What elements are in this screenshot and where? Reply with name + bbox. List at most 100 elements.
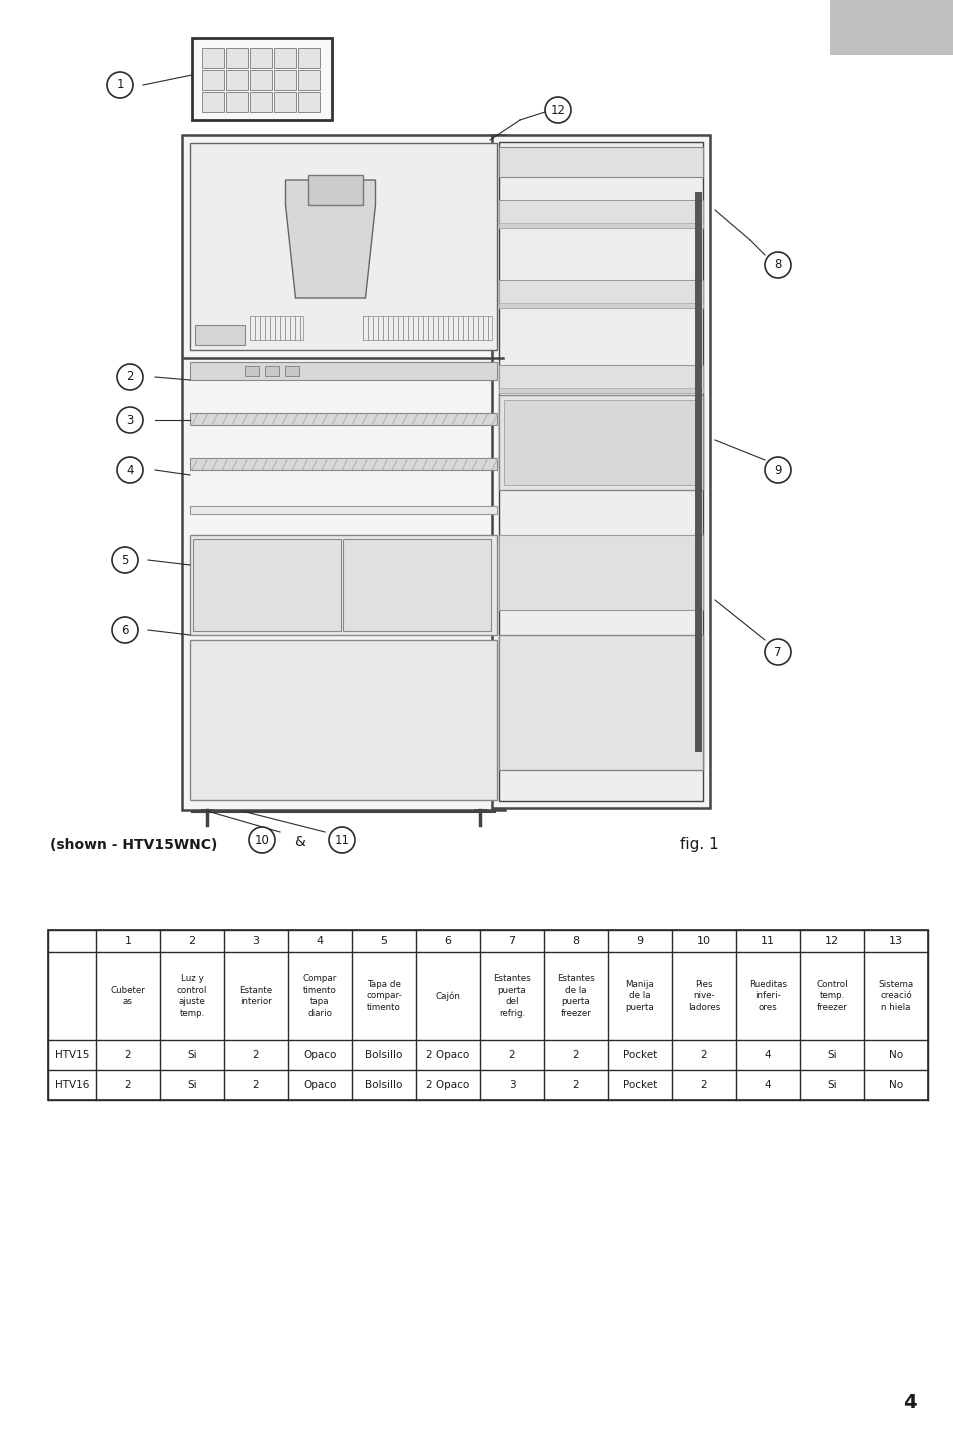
Text: HTV15: HTV15 xyxy=(54,1050,89,1060)
Bar xyxy=(498,200,702,227)
Text: 9: 9 xyxy=(636,937,643,947)
Bar xyxy=(48,930,927,1100)
Bar xyxy=(202,70,224,90)
Circle shape xyxy=(764,639,790,665)
Text: Bolsillo: Bolsillo xyxy=(365,1080,402,1090)
Text: 2 Opaco: 2 Opaco xyxy=(426,1050,469,1060)
Text: Si: Si xyxy=(187,1080,196,1090)
Text: 3: 3 xyxy=(508,1080,515,1090)
Text: Opaco: Opaco xyxy=(303,1080,336,1090)
Text: Estantes
puerta
del
refrig.: Estantes puerta del refrig. xyxy=(493,974,530,1018)
Bar xyxy=(285,366,298,376)
Polygon shape xyxy=(285,180,375,297)
Bar xyxy=(190,413,497,425)
Text: 11: 11 xyxy=(335,834,349,847)
Bar xyxy=(190,143,497,350)
Text: Control
temp.
freezer: Control temp. freezer xyxy=(816,980,847,1012)
Bar xyxy=(250,92,272,112)
Text: 12: 12 xyxy=(550,103,565,116)
Text: (shown - HTV15WNC): (shown - HTV15WNC) xyxy=(50,838,217,852)
Text: 2: 2 xyxy=(125,1080,132,1090)
Text: 4: 4 xyxy=(764,1080,771,1090)
Circle shape xyxy=(112,616,138,644)
Text: 2: 2 xyxy=(126,370,133,383)
Bar xyxy=(202,49,224,69)
Text: 2: 2 xyxy=(253,1050,259,1060)
Bar xyxy=(226,49,248,69)
Text: 5: 5 xyxy=(380,937,387,947)
Bar xyxy=(250,70,272,90)
Bar xyxy=(498,395,702,490)
Text: 4: 4 xyxy=(902,1393,916,1411)
Text: 1: 1 xyxy=(116,79,124,92)
Text: Sistema
creació
n hiela: Sistema creació n hiela xyxy=(878,980,913,1012)
Bar xyxy=(498,142,702,801)
Text: Compar
timento
tapa
diario: Compar timento tapa diario xyxy=(302,974,336,1018)
Bar xyxy=(193,539,340,631)
Bar xyxy=(308,174,363,204)
Text: HTV16: HTV16 xyxy=(54,1080,89,1090)
Text: 8: 8 xyxy=(572,937,579,947)
Text: 3: 3 xyxy=(253,937,259,947)
Text: Si: Si xyxy=(826,1080,836,1090)
Circle shape xyxy=(117,458,143,483)
Circle shape xyxy=(544,97,571,123)
Text: Cubeter
as: Cubeter as xyxy=(111,985,145,1007)
Bar xyxy=(190,506,497,513)
Bar xyxy=(250,49,272,69)
Text: 3: 3 xyxy=(126,413,133,426)
Text: Manija
de la
puerta: Manija de la puerta xyxy=(625,980,654,1012)
Bar xyxy=(363,316,492,340)
Text: 10: 10 xyxy=(254,834,269,847)
Text: 4: 4 xyxy=(764,1050,771,1060)
Text: Tapa de
compar-
timento: Tapa de compar- timento xyxy=(366,980,401,1012)
Text: 2: 2 xyxy=(253,1080,259,1090)
Text: 2: 2 xyxy=(700,1050,706,1060)
Bar xyxy=(274,49,295,69)
Text: Estantes
de la
puerta
freezer: Estantes de la puerta freezer xyxy=(557,974,595,1018)
Text: Si: Si xyxy=(187,1050,196,1060)
Bar xyxy=(503,400,698,485)
Text: 11: 11 xyxy=(760,937,774,947)
Bar xyxy=(274,92,295,112)
Circle shape xyxy=(117,365,143,390)
Text: Luz y
control
ajuste
temp.: Luz y control ajuste temp. xyxy=(176,974,207,1018)
Text: fig. 1: fig. 1 xyxy=(679,838,718,852)
Text: 9: 9 xyxy=(774,463,781,476)
Bar xyxy=(297,70,319,90)
Text: 4: 4 xyxy=(316,937,323,947)
Bar xyxy=(265,366,278,376)
Bar xyxy=(274,70,295,90)
Text: 1: 1 xyxy=(125,937,132,947)
Text: Pocket: Pocket xyxy=(622,1080,657,1090)
Bar xyxy=(492,134,709,808)
Text: 2: 2 xyxy=(508,1050,515,1060)
Bar xyxy=(226,70,248,90)
Text: 2: 2 xyxy=(572,1080,578,1090)
Text: 7: 7 xyxy=(508,937,515,947)
Bar xyxy=(297,92,319,112)
Circle shape xyxy=(329,827,355,854)
Bar xyxy=(498,388,702,393)
Circle shape xyxy=(112,548,138,573)
Bar xyxy=(190,362,497,380)
Bar xyxy=(226,92,248,112)
Bar xyxy=(182,134,504,809)
Text: Opaco: Opaco xyxy=(303,1050,336,1060)
Bar xyxy=(192,39,332,120)
Text: Pocket: Pocket xyxy=(622,1050,657,1060)
Text: 2 Opaco: 2 Opaco xyxy=(426,1080,469,1090)
Text: Si: Si xyxy=(826,1050,836,1060)
Text: 2: 2 xyxy=(700,1080,706,1090)
Bar xyxy=(829,0,953,54)
Text: Rueditas
inferi-
ores: Rueditas inferi- ores xyxy=(748,980,786,1012)
Bar xyxy=(297,49,319,69)
Bar xyxy=(498,635,702,769)
Circle shape xyxy=(107,72,132,99)
Text: 6: 6 xyxy=(444,937,451,947)
Circle shape xyxy=(764,458,790,483)
Circle shape xyxy=(117,408,143,433)
Text: 2: 2 xyxy=(189,937,195,947)
Text: 2: 2 xyxy=(125,1050,132,1060)
Bar xyxy=(190,458,497,470)
